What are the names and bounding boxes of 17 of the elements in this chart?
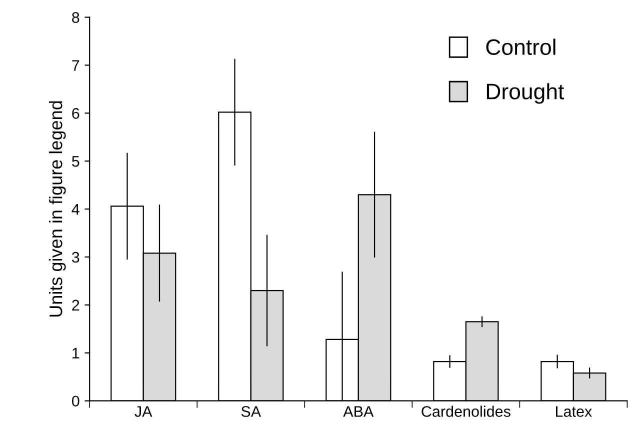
x-tick-label: ABA [343, 406, 374, 417]
y-tick-label: 1 [72, 348, 80, 358]
y-tick-label: 6 [72, 108, 80, 119]
legend-label: Drought [486, 83, 564, 104]
y-tick-label: 8 [72, 12, 80, 23]
x-tick-label: SA [241, 406, 262, 417]
y-tick-label: 2 [72, 300, 80, 310]
y-tick-label: 3 [72, 252, 80, 263]
y-tick-label: 4 [72, 204, 80, 215]
x-tick-label: Cardenolides [422, 406, 510, 417]
y-tick-label: 5 [72, 156, 80, 167]
legend-label: Control [486, 38, 556, 56]
x-tick-label: JA [134, 406, 152, 417]
y-axis-title: Units given in figure legend [48, 101, 66, 317]
x-tick-label: Latex [556, 406, 592, 417]
y-tick-label: 7 [72, 60, 80, 71]
y-tick-label: 0 [72, 396, 80, 407]
